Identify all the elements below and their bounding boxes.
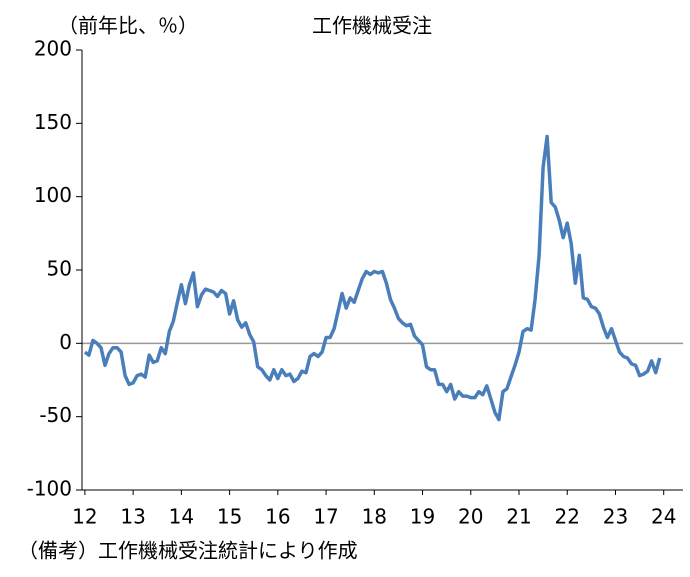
x-tick-label: 22 bbox=[555, 505, 580, 529]
series-line bbox=[83, 134, 662, 422]
y-tick-label: 0 bbox=[59, 330, 72, 354]
note: （備考）工作機械受注統計により作成 bbox=[18, 539, 358, 563]
x-tick-label: 13 bbox=[120, 505, 145, 529]
x-tick-label: 20 bbox=[458, 505, 483, 529]
x-tick-label: 19 bbox=[410, 505, 435, 529]
y-tick-label: 100 bbox=[34, 183, 72, 207]
x-tick-label: 12 bbox=[72, 505, 97, 529]
x-tick-label: 15 bbox=[217, 505, 242, 529]
y-axis-label: （前年比、％） bbox=[58, 14, 198, 38]
x-tick-label: 21 bbox=[506, 505, 531, 529]
x-tick-label: 17 bbox=[313, 505, 338, 529]
x-tick-label: 24 bbox=[651, 505, 676, 529]
y-tick-label: 50 bbox=[47, 257, 72, 281]
x-tick-label: 16 bbox=[265, 505, 290, 529]
y-tick-label: -100 bbox=[27, 477, 72, 501]
chart-title: 工作機械受注 bbox=[312, 14, 432, 38]
x-tick-label: 18 bbox=[362, 505, 387, 529]
y-tick-label: 200 bbox=[34, 37, 72, 61]
x-tick-label: 14 bbox=[169, 505, 194, 529]
y-tick-label: -50 bbox=[39, 403, 72, 427]
x-tick-label: 23 bbox=[603, 505, 628, 529]
y-tick-label: 150 bbox=[34, 110, 72, 134]
